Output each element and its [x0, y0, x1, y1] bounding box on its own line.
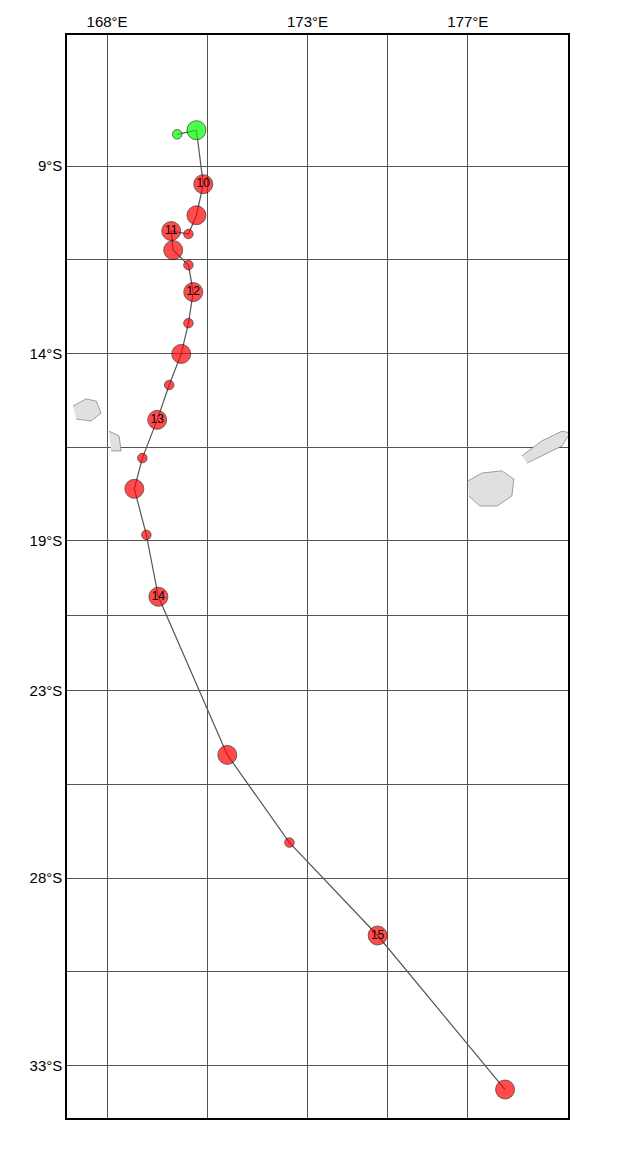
svg-text:14°S: 14°S [30, 345, 63, 362]
svg-text:9°S: 9°S [38, 157, 62, 174]
svg-text:13: 13 [151, 412, 165, 426]
svg-text:28°S: 28°S [30, 869, 63, 886]
svg-text:15: 15 [371, 928, 385, 942]
svg-text:173°E: 173°E [287, 13, 328, 30]
svg-text:10: 10 [197, 176, 211, 190]
svg-text:11: 11 [165, 223, 178, 237]
svg-text:168°E: 168°E [87, 13, 128, 30]
svg-text:12: 12 [187, 284, 201, 298]
svg-text:177°E: 177°E [447, 13, 488, 30]
svg-text:23°S: 23°S [30, 682, 63, 699]
svg-text:19°S: 19°S [30, 532, 63, 549]
svg-text:14: 14 [152, 589, 166, 603]
svg-text:33°S: 33°S [30, 1057, 63, 1074]
